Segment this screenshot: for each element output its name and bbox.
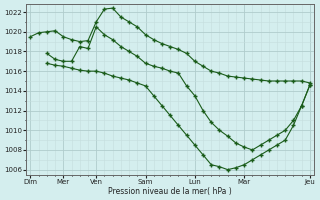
X-axis label: Pression niveau de la mer( hPa ): Pression niveau de la mer( hPa ): [108, 187, 232, 196]
